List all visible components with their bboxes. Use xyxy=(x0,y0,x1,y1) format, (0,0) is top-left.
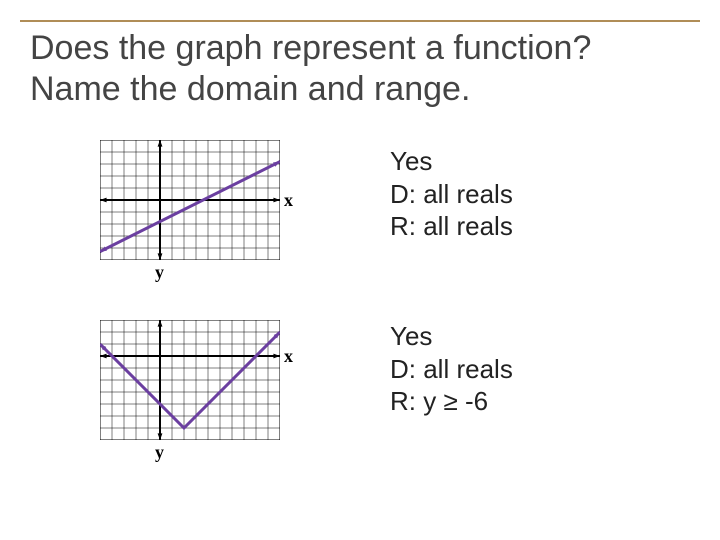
slide: Does the graph represent a function? Nam… xyxy=(0,0,720,540)
answer-1-yesno: Yes xyxy=(390,145,513,178)
answer-2-domain: D: all reals xyxy=(390,353,513,386)
graph-2-svg xyxy=(100,320,280,440)
answer-2-range: R: y ≥ -6 xyxy=(390,385,513,418)
graph-2-y-label: y xyxy=(155,442,164,463)
graph-2-x-label: x xyxy=(284,346,293,367)
answer-2-yesno: Yes xyxy=(390,320,513,353)
graph-1-svg xyxy=(100,140,280,260)
graph-1-x-label: x xyxy=(284,190,293,211)
answer-1-domain: D: all reals xyxy=(390,178,513,211)
graph-2: x y xyxy=(100,320,280,440)
graph-1: x y xyxy=(100,140,280,260)
graph-1-y-label: y xyxy=(155,262,164,283)
answer-1: Yes D: all reals R: all reals xyxy=(390,145,513,243)
title-rule xyxy=(20,20,700,22)
answer-1-range: R: all reals xyxy=(390,210,513,243)
answer-2: Yes D: all reals R: y ≥ -6 xyxy=(390,320,513,418)
slide-title: Does the graph represent a function? Nam… xyxy=(30,28,690,110)
